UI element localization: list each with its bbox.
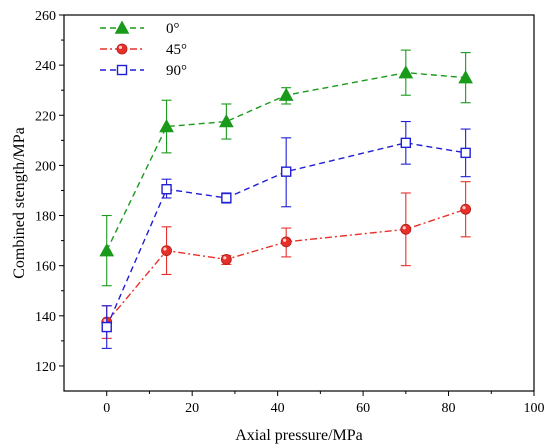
data-point-highlight xyxy=(402,226,406,230)
data-point xyxy=(280,236,292,248)
x-tick-label: 40 xyxy=(271,401,285,416)
legend-label: 45° xyxy=(166,42,187,58)
y-tick-label: 240 xyxy=(35,59,56,74)
x-tick-label: 80 xyxy=(442,401,456,416)
y-axis-title: Combined stength/MPa xyxy=(11,127,28,279)
series-line xyxy=(106,71,466,251)
data-point-highlight xyxy=(163,247,167,251)
data-point xyxy=(161,184,172,195)
plot-axes: 0 20 40 60 80 100 120 140 160 180 200 220 240 260 xyxy=(35,9,545,416)
series-line xyxy=(106,142,466,328)
y-tick-label: 120 xyxy=(35,360,56,375)
legend-item-2: 90° xyxy=(100,63,187,79)
legend-marker xyxy=(116,64,128,76)
legend-item-1: 45° xyxy=(100,42,187,58)
legend-label: 0° xyxy=(166,21,180,37)
series-line xyxy=(106,208,466,323)
legend-item-0: 0° xyxy=(100,20,180,37)
data-point xyxy=(161,245,172,257)
y-tick-label: 140 xyxy=(35,310,56,325)
data-point xyxy=(280,166,292,177)
x-tick-label: 0 xyxy=(103,401,110,416)
x-tick-label: 20 xyxy=(185,401,199,416)
data-point-highlight xyxy=(462,206,466,210)
legend-marker xyxy=(116,43,128,55)
data-point-highlight xyxy=(223,256,227,260)
series-0 xyxy=(99,49,473,287)
y-tick-label: 220 xyxy=(35,109,56,124)
data-point-highlight xyxy=(103,318,107,323)
data-point xyxy=(220,253,232,265)
y-tick-label: 180 xyxy=(35,210,56,225)
data-point xyxy=(400,223,412,235)
x-axis-title: Axial pressure/MPa xyxy=(235,427,363,444)
x-tick-label: 60 xyxy=(356,401,370,416)
data-point xyxy=(398,65,414,79)
series-2 xyxy=(101,120,471,349)
legend-marker-highlight xyxy=(118,45,122,50)
data-point xyxy=(460,147,471,159)
legend: 0° 45° 90° xyxy=(100,20,187,79)
plot-frame xyxy=(63,14,535,392)
data-point-highlight xyxy=(282,238,287,242)
data-point xyxy=(278,87,294,101)
data-point xyxy=(219,114,234,128)
data-point xyxy=(99,243,115,257)
y-tick-label: 260 xyxy=(35,9,56,24)
plot-series xyxy=(99,49,473,349)
data-point xyxy=(400,137,412,149)
legend-marker xyxy=(114,20,130,34)
data-point xyxy=(221,192,232,204)
legend-label: 90° xyxy=(166,63,187,79)
data-point xyxy=(458,70,473,84)
data-point xyxy=(101,321,112,333)
y-tick-label: 160 xyxy=(35,260,56,275)
y-tick-label: 200 xyxy=(35,159,56,174)
data-point xyxy=(159,119,174,133)
data-point xyxy=(460,203,472,215)
x-tick-label: 100 xyxy=(524,401,545,416)
